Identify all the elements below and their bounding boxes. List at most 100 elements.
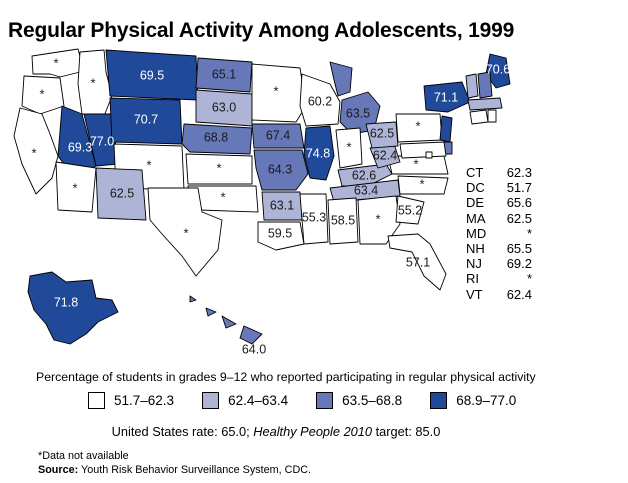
state-label-wi: 60.2 — [308, 94, 332, 108]
map-legend: 51.7–62.3 62.4–63.4 63.5–68.8 68.9–77.0 — [88, 392, 544, 409]
state-ca[interactable] — [13, 107, 59, 195]
legend-swatch — [88, 392, 105, 409]
state-wi[interactable] — [299, 73, 341, 127]
state-nh[interactable] — [477, 71, 493, 99]
no-data-star-wa: * — [53, 55, 58, 70]
state-vt[interactable] — [465, 73, 479, 99]
side-list-row: NH 65.5 — [466, 241, 532, 256]
legend-label: 68.9–77.0 — [456, 393, 517, 408]
state-mn[interactable] — [251, 63, 307, 123]
legend-item-3: 63.5–68.8 — [316, 392, 402, 409]
state-label-hi: 64.0 — [242, 342, 266, 356]
us-choropleth-map: 69.5 70.7 69.3 77.0 65.1 63.0 68.8 67.4 74.8 64.3… — [0, 44, 628, 362]
state-ms[interactable] — [299, 193, 329, 245]
side-list-row: MA 62.5 — [466, 211, 532, 226]
state-ny[interactable] — [423, 81, 471, 113]
state-la[interactable] — [257, 221, 305, 251]
side-list-row: CT 62.3 — [466, 165, 532, 180]
state-il[interactable] — [303, 125, 335, 181]
states-layer — [13, 48, 511, 345]
state-value: 51.7 — [506, 180, 532, 196]
state-az[interactable] — [55, 161, 97, 213]
state-fl[interactable] — [387, 233, 447, 291]
state-label-wy: 70.7 — [134, 112, 158, 126]
state-nj[interactable] — [439, 115, 453, 143]
hp2010-italic: Healthy People 2010 — [253, 424, 373, 439]
page-title: Regular Physical Activity Among Adolesce… — [8, 19, 515, 43]
state-hi[interactable] — [205, 307, 217, 317]
map-svg: 69.5 70.7 69.377.0 65.1 63.0 68.8 67.4 74.8 64.3… — [13, 48, 511, 356]
state-label-ny: 71.1 — [434, 90, 458, 104]
small-states-value-list: CT 62.3 DC 51.7 DE 65.6 MA 62.5 MD * NH 65.5 NJ 69.2 R… — [466, 165, 532, 302]
state-nm[interactable] — [95, 167, 147, 221]
state-ct[interactable] — [469, 109, 489, 125]
side-list-row: DC 51.7 — [466, 180, 532, 195]
no-data-star-az: * — [72, 180, 77, 195]
state-label-ak: 71.8 — [54, 295, 78, 309]
state-label-la: 59.5 — [268, 226, 292, 240]
state-label-me: 70.6 — [486, 62, 510, 76]
state-abbr: RI — [466, 271, 479, 287]
state-nc[interactable] — [397, 175, 449, 195]
footnote-block: *Data not available Source: Youth Risk B… — [38, 450, 311, 477]
state-label-ar: 63.1 — [270, 198, 294, 212]
no-data-star-ok: * — [220, 189, 225, 204]
source-text: Youth Risk Behavior Surveillance System,… — [78, 463, 312, 476]
state-or[interactable] — [21, 75, 65, 115]
state-label-sc: 55.2 — [398, 203, 422, 217]
legend-item-2: 62.4–63.4 — [202, 392, 288, 409]
state-ak[interactable] — [27, 271, 119, 345]
state-label-ut: 77.0 — [90, 134, 114, 148]
state-labels-layer: 69.5 70.7 69.377.0 65.1 63.0 68.8 67.4 74.8 64.3… — [31, 55, 510, 356]
state-tx[interactable] — [147, 187, 223, 277]
state-ne[interactable] — [181, 123, 253, 155]
legend-label: 51.7–62.3 — [114, 393, 175, 408]
state-label-ky: 62.6 — [352, 168, 376, 182]
no-data-star-in: * — [346, 139, 351, 154]
state-label-mt: 69.5 — [140, 68, 164, 82]
state-ri[interactable] — [487, 109, 497, 123]
side-list-row: NJ 69.2 — [466, 256, 532, 271]
state-label-nv: 69.3 — [68, 140, 92, 154]
state-hi[interactable] — [239, 325, 263, 345]
state-al[interactable] — [327, 197, 359, 245]
map-subtitle: Percentage of students in grades 9–12 wh… — [36, 370, 536, 384]
state-ks[interactable] — [185, 153, 253, 185]
state-me[interactable] — [485, 53, 511, 89]
state-mo[interactable] — [253, 149, 309, 191]
state-label-mi: 63.5 — [346, 106, 370, 120]
no-data-star-mn: * — [273, 83, 278, 98]
source-label: Source: — [38, 463, 79, 476]
state-label-nm: 62.5 — [110, 186, 134, 200]
state-ia[interactable] — [251, 123, 305, 149]
state-dc[interactable] — [425, 151, 433, 159]
state-label-ia: 67.4 — [266, 128, 290, 142]
us-rate-suffix: target: 85.0 — [372, 424, 441, 439]
state-abbr: DE — [466, 195, 485, 211]
state-id[interactable] — [77, 49, 113, 117]
state-wa[interactable] — [31, 48, 85, 78]
no-data-star-ks: * — [216, 160, 221, 175]
data-not-available-note: *Data not available — [38, 450, 129, 462]
state-label-il: 74.8 — [306, 146, 330, 160]
state-value: 65.6 — [506, 195, 532, 211]
state-value: 62.3 — [506, 165, 532, 180]
state-mi[interactable] — [329, 61, 353, 97]
state-in[interactable] — [335, 127, 363, 169]
state-label-tn: 63.4 — [354, 183, 378, 197]
state-hi[interactable] — [221, 315, 237, 329]
legend-item-1: 51.7–62.3 — [88, 392, 174, 409]
side-list-row: VT 62.4 — [466, 287, 532, 302]
state-label-al: 58.5 — [331, 213, 355, 227]
state-ma[interactable] — [467, 97, 503, 111]
state-sc[interactable] — [395, 195, 425, 225]
state-hi[interactable] — [189, 295, 197, 303]
state-label-oh: 62.5 — [370, 126, 394, 140]
state-md[interactable] — [399, 141, 447, 159]
state-nd[interactable] — [195, 57, 253, 93]
legend-label: 62.4–63.4 — [228, 393, 289, 408]
state-oh[interactable] — [365, 121, 399, 149]
state-label-wv: 62.4 — [373, 148, 397, 162]
state-ga[interactable] — [357, 195, 401, 245]
state-value: * — [526, 271, 532, 287]
